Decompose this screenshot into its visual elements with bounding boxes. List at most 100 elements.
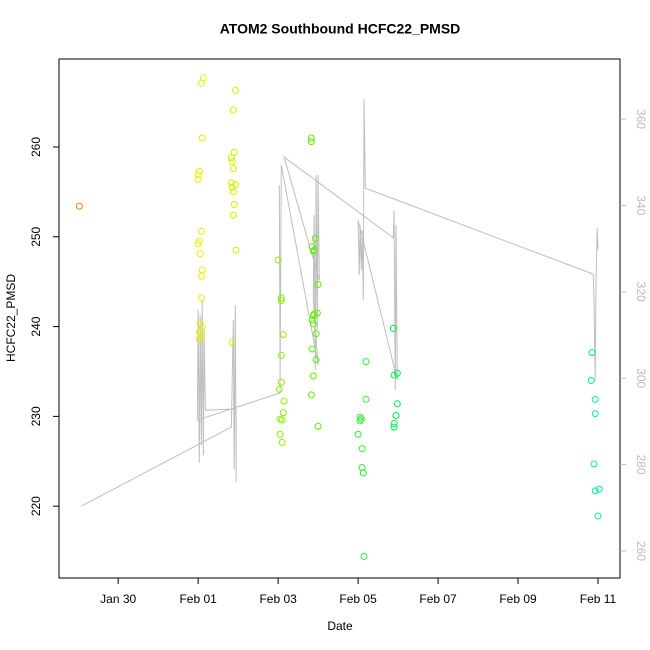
point [277,294,285,302]
point [591,410,599,418]
plot-frame [58,58,621,579]
y2-tick-label: 340 [634,195,648,215]
point [277,351,285,359]
point [228,339,236,347]
point [311,235,319,243]
point [197,294,205,302]
point [309,312,317,320]
point [230,148,238,156]
point [277,378,285,386]
y-tick-label: 240 [29,316,43,336]
point [594,512,602,520]
point [227,179,235,187]
point [279,409,287,417]
point [356,413,364,421]
y2-tick-label: 320 [634,282,648,302]
point [310,246,318,254]
point [75,202,83,210]
point [591,395,599,403]
point [392,411,400,419]
point [312,330,320,338]
point [195,167,203,175]
point [595,485,603,493]
point [231,86,239,94]
point [390,423,398,431]
point [195,335,203,343]
y-tick-label: 230 [29,406,43,426]
x-axis-title: Date [327,619,353,633]
point [354,430,362,438]
point [587,376,595,384]
point [230,200,238,208]
x-tick-label: Feb 07 [419,592,457,606]
point [390,420,398,428]
point [309,247,317,255]
chart-title: ATOM2 Southbound HCFC22_PMSD [220,21,461,37]
point [357,415,365,423]
point [194,175,202,183]
point [312,356,320,364]
point [276,430,284,438]
point [229,165,237,173]
x-tick-label: Feb 01 [179,592,217,606]
point [308,345,316,353]
x-tick-label: Feb 03 [259,592,297,606]
point [229,211,237,219]
point [227,154,235,162]
y-tick-label: 250 [29,226,43,246]
y2-tick-label: 300 [634,368,648,388]
line [81,99,599,507]
point [393,400,401,408]
point [390,371,398,379]
point [314,280,322,288]
point [588,349,596,357]
point [274,256,282,264]
point [229,188,237,196]
point [275,385,283,393]
point [196,319,204,327]
point [590,460,598,468]
y2-tick-label: 360 [634,109,648,129]
point [307,134,315,142]
point [308,316,316,324]
point [197,272,205,280]
point [307,138,315,146]
point [195,328,203,336]
point [277,297,285,305]
point [360,552,368,560]
point [389,324,397,332]
point [232,246,240,254]
point [309,372,317,380]
y2-tick-label: 260 [634,541,648,561]
point [307,391,315,399]
y-tick-label: 220 [29,496,43,516]
point [362,358,370,366]
point [278,438,286,446]
y2-tick-label: 280 [634,455,648,475]
x-tick-label: Feb 09 [499,592,537,606]
point [197,332,205,340]
point [280,397,288,405]
point [309,320,317,328]
point [279,331,287,339]
point [196,250,204,258]
x-tick-label: Feb 05 [339,592,377,606]
point [276,415,284,423]
point [229,106,237,114]
y-tick-label: 260 [29,137,43,157]
point [197,227,205,235]
point [362,395,370,403]
x-tick-label: Feb 11 [580,592,617,606]
point [228,183,236,191]
point [358,445,366,453]
point [194,171,202,179]
x-tick-label: Jan 30 [100,592,136,606]
point [591,487,599,495]
point [197,79,205,87]
point [308,243,316,251]
y-axis-title: HCFC22_PMSD [4,274,18,362]
point [198,134,206,142]
point [194,240,202,248]
